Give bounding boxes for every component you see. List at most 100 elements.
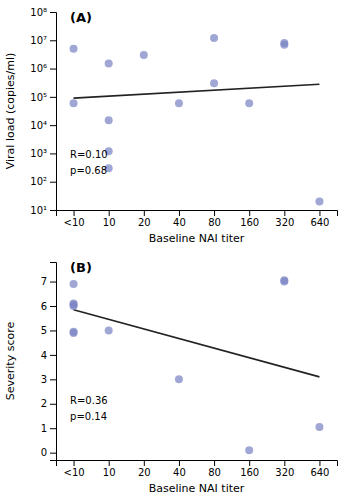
trend-line (74, 310, 320, 377)
tick-mark (284, 460, 285, 466)
y-tick: 10² (30, 176, 56, 187)
y-tick: 0 (41, 447, 56, 458)
y-tick: 3 (41, 374, 56, 385)
tick-label: 80 (208, 467, 221, 478)
x-tick: 80 (208, 210, 221, 228)
y-tick: 10⁷ (30, 35, 56, 46)
y-axis: 10¹ 10² 10³ 10⁴ 10⁵ 10⁶ 10⁷ 10⁸ (30, 7, 56, 216)
x-tick: 80 (208, 460, 221, 478)
tick-label: 20 (138, 217, 151, 228)
tick-mark (50, 210, 56, 211)
point (140, 51, 148, 59)
tick-mark (109, 460, 110, 466)
x-tick: 640 (310, 210, 329, 228)
y-tick: 10⁴ (30, 120, 56, 131)
tick-label: 10² (30, 176, 47, 187)
x-tick: 10 (103, 460, 116, 478)
tick-mark (109, 210, 110, 216)
tick-mark (74, 210, 75, 216)
point (175, 99, 183, 107)
y-tick: 5 (41, 325, 56, 336)
tick-mark (50, 69, 56, 70)
x-tick: 160 (240, 210, 259, 228)
x-tick: 40 (173, 460, 186, 478)
axis-line (57, 461, 338, 467)
tick-label: 40 (173, 467, 186, 478)
x-axis-title: Baseline NAI titer (149, 482, 245, 495)
scatter-series (70, 34, 324, 205)
x-tick: 320 (275, 210, 294, 228)
panel-label: (B) (70, 260, 92, 275)
tick-mark (50, 125, 56, 126)
x-axis-title: Baseline NAI titer (149, 232, 245, 245)
tick-mark (50, 182, 56, 183)
panel: <101020408016032064010¹10²10³10⁴10⁵10⁶10… (4, 7, 338, 245)
tick-label: 4 (41, 350, 47, 361)
y-axis-title: Severity score (4, 322, 17, 401)
tick-mark (249, 460, 250, 466)
x-axis: <10 10 20 40 80 160 320 640 (57, 210, 338, 228)
tick-label: 1 (41, 423, 47, 434)
point (315, 197, 323, 205)
y-tick: 10⁸ (30, 7, 56, 18)
tick-mark (50, 40, 56, 41)
tick-label: 10⁶ (30, 63, 47, 74)
tick-mark (50, 306, 56, 307)
panel-label: (A) (70, 10, 92, 25)
y-axis: 0 1 2 3 4 5 6 7 (41, 263, 57, 461)
tick-mark (144, 460, 145, 466)
tick-label: 3 (41, 374, 47, 385)
tick-mark (319, 460, 320, 466)
y-tick: 1 (41, 423, 56, 434)
tick-label: <10 (64, 217, 85, 228)
tick-mark (144, 210, 145, 216)
axis-line (50, 13, 57, 211)
y-tick: 4 (41, 350, 56, 361)
point (70, 280, 78, 288)
y-tick: 10¹ (30, 205, 56, 216)
tick-label: 10³ (30, 148, 47, 159)
tick-mark (50, 404, 56, 405)
tick-mark (50, 282, 56, 283)
tick-mark (50, 12, 56, 13)
axis-line (57, 211, 338, 217)
annotation: R=0.36 (70, 395, 108, 406)
x-tick: 10 (103, 210, 116, 228)
plot-area (70, 34, 324, 205)
tick-mark (74, 460, 75, 466)
tick-mark (179, 210, 180, 216)
tick-label: 10⁷ (30, 35, 47, 46)
tick-label: 2 (41, 398, 47, 409)
scatter-series (70, 276, 324, 454)
tick-label: 80 (208, 217, 221, 228)
x-tick: 20 (138, 460, 151, 478)
x-tick: <10 (64, 460, 85, 478)
tick-mark (50, 428, 56, 429)
x-tick: <10 (64, 210, 85, 228)
y-tick: 7 (41, 276, 56, 287)
point (105, 60, 113, 68)
tick-label: 10 (103, 467, 116, 478)
x-axis: <10 10 20 40 80 160 320 640 (57, 460, 338, 478)
tick-label: 10 (103, 217, 116, 228)
tick-mark (214, 210, 215, 216)
x-tick: 160 (240, 460, 259, 478)
point (280, 278, 288, 286)
chart: <101020408016032064010¹10²10³10⁴10⁵10⁶10… (0, 0, 349, 500)
y-tick: 6 (41, 301, 56, 312)
tick-label: 640 (310, 467, 329, 478)
tick-label: 0 (41, 447, 47, 458)
tick-label: 10⁵ (30, 92, 47, 103)
plot-area (70, 276, 324, 454)
tick-label: 40 (173, 217, 186, 228)
axis-line (50, 263, 57, 461)
tick-mark (50, 97, 56, 98)
point (70, 329, 78, 337)
tick-mark (249, 210, 250, 216)
point (105, 116, 113, 124)
point (245, 446, 253, 454)
x-tick: 320 (275, 460, 294, 478)
tick-label: 10¹ (30, 205, 47, 216)
y-tick: 10³ (30, 148, 56, 159)
tick-label: 20 (138, 467, 151, 478)
